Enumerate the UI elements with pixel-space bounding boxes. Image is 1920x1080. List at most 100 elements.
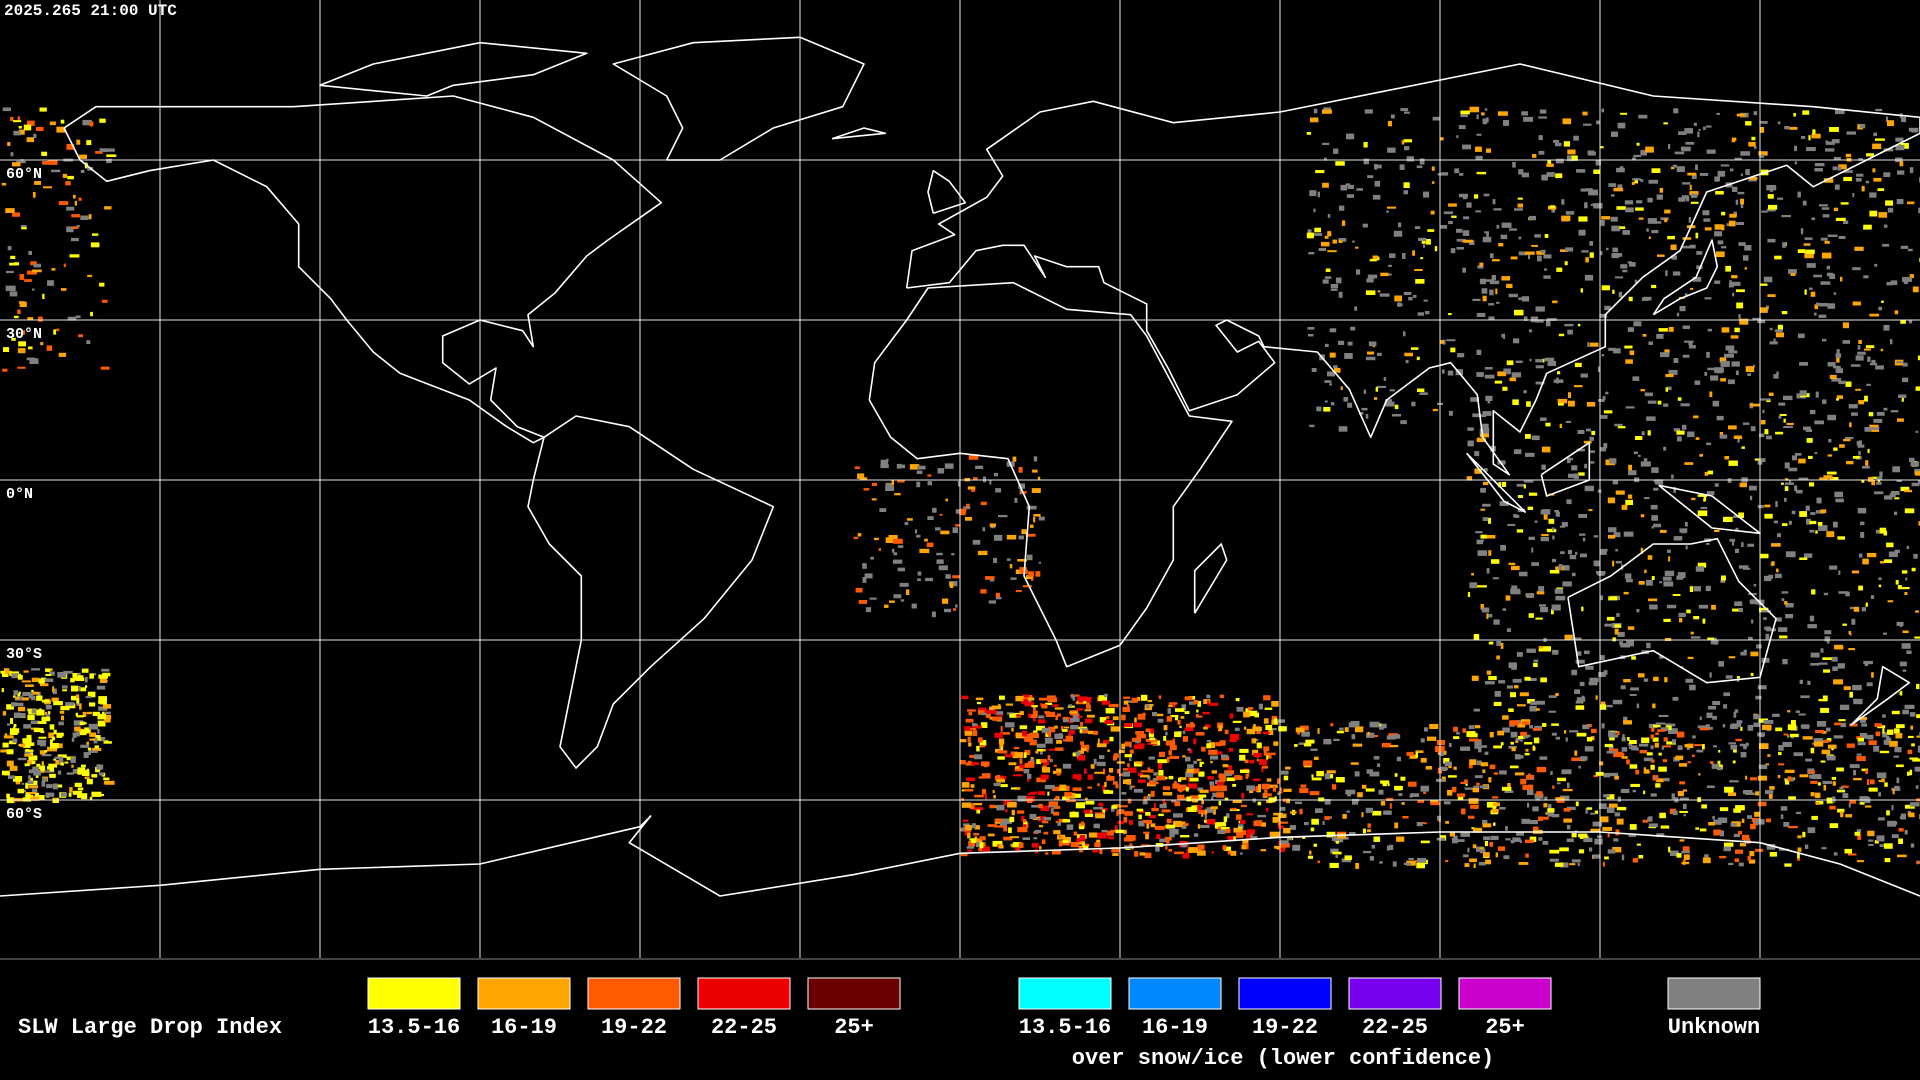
retrieval-pixel [70, 757, 76, 763]
retrieval-pixel [33, 727, 44, 733]
retrieval-pixel [9, 765, 18, 771]
retrieval-pixel [1352, 240, 1355, 243]
retrieval-pixel [1629, 694, 1637, 696]
retrieval-pixel [49, 671, 55, 676]
retrieval-pixel [22, 330, 26, 335]
retrieval-pixel [1181, 704, 1187, 710]
retrieval-pixel [1476, 760, 1482, 766]
retrieval-pixel [76, 139, 81, 145]
retrieval-pixel [997, 756, 1005, 760]
retrieval-pixel [78, 334, 83, 338]
retrieval-pixel [1666, 741, 1676, 745]
retrieval-pixel [88, 723, 99, 730]
retrieval-pixel [1622, 230, 1630, 235]
retrieval-pixel [1071, 793, 1081, 798]
retrieval-pixel [1205, 810, 1207, 814]
retrieval-pixel [1035, 750, 1039, 754]
retrieval-pixel [1688, 345, 1696, 349]
retrieval-pixel [885, 482, 893, 489]
retrieval-pixel [1511, 565, 1520, 571]
retrieval-pixel [999, 695, 1005, 700]
retrieval-pixel [1548, 518, 1555, 524]
retrieval-pixel [1673, 108, 1679, 114]
retrieval-pixel [960, 852, 968, 857]
retrieval-pixel [1383, 377, 1387, 381]
retrieval-pixel [1730, 822, 1737, 827]
retrieval-pixel [960, 739, 967, 743]
retrieval-pixel [1423, 791, 1427, 794]
retrieval-pixel [1006, 712, 1014, 715]
retrieval-pixel [1471, 573, 1474, 576]
retrieval-pixel [1448, 221, 1453, 225]
retrieval-pixel [965, 718, 974, 723]
retrieval-pixel [6, 704, 14, 710]
retrieval-pixel [976, 809, 981, 814]
retrieval-pixel [1439, 137, 1444, 141]
retrieval-pixel [1022, 585, 1032, 588]
retrieval-pixel [1481, 112, 1485, 116]
retrieval-pixel [1475, 210, 1482, 213]
retrieval-pixel [1393, 734, 1401, 739]
retrieval-pixel [1068, 730, 1075, 735]
retrieval-pixel [1643, 678, 1649, 682]
retrieval-pixel [1855, 388, 1862, 391]
retrieval-pixel [1149, 815, 1156, 819]
retrieval-pixel [1523, 390, 1527, 394]
retrieval-pixel [1647, 430, 1651, 436]
retrieval-pixel [2, 711, 7, 716]
retrieval-pixel [865, 607, 872, 613]
retrieval-pixel [1544, 268, 1547, 271]
retrieval-pixel [926, 542, 934, 548]
retrieval-pixel [1532, 745, 1535, 751]
retrieval-pixel [1549, 849, 1560, 854]
retrieval-pixel [76, 731, 80, 737]
retrieval-pixel [1900, 813, 1906, 820]
retrieval-pixel [1143, 796, 1147, 803]
retrieval-pixel [1530, 701, 1537, 705]
retrieval-pixel [1542, 646, 1551, 652]
retrieval-pixel [1208, 749, 1218, 755]
retrieval-pixel [22, 697, 29, 701]
retrieval-pixel [1406, 860, 1416, 866]
retrieval-pixel [1616, 731, 1620, 736]
retrieval-pixel [1104, 720, 1114, 724]
retrieval-pixel [1890, 339, 1893, 345]
retrieval-pixel [1305, 739, 1315, 744]
retrieval-pixel [1915, 386, 1920, 391]
retrieval-pixel [1787, 776, 1792, 782]
retrieval-pixel [1329, 383, 1332, 386]
retrieval-pixel [96, 764, 104, 770]
retrieval-pixel [83, 752, 89, 758]
retrieval-pixel [28, 792, 36, 795]
retrieval-pixel [1029, 813, 1037, 819]
retrieval-pixel [1843, 439, 1851, 442]
retrieval-pixel [1031, 805, 1039, 808]
retrieval-pixel [53, 701, 63, 706]
retrieval-pixel [1326, 770, 1336, 774]
retrieval-pixel [1658, 766, 1667, 772]
retrieval-pixel [1472, 298, 1481, 301]
retrieval-pixel [1894, 511, 1898, 515]
retrieval-pixel [1414, 226, 1421, 229]
retrieval-pixel [13, 315, 19, 319]
retrieval-pixel [1123, 779, 1128, 784]
retrieval-pixel [1148, 756, 1155, 760]
retrieval-pixel [1280, 840, 1289, 845]
retrieval-pixel [1032, 710, 1038, 716]
retrieval-pixel [878, 548, 881, 551]
retrieval-pixel [1045, 852, 1049, 855]
retrieval-pixel [1085, 704, 1091, 709]
retrieval-pixel [1420, 738, 1425, 743]
retrieval-pixel [1648, 179, 1659, 184]
retrieval-pixel [1870, 779, 1875, 785]
retrieval-pixel [1686, 609, 1691, 614]
retrieval-pixel [1169, 755, 1179, 759]
retrieval-pixel [1485, 279, 1494, 282]
retrieval-pixel [1224, 770, 1235, 775]
retrieval-pixel [1706, 351, 1710, 358]
retrieval-pixel [104, 716, 111, 723]
retrieval-pixel [50, 743, 59, 749]
retrieval-pixel [1815, 510, 1824, 514]
retrieval-pixel [1736, 676, 1740, 679]
retrieval-pixel [1571, 155, 1578, 161]
